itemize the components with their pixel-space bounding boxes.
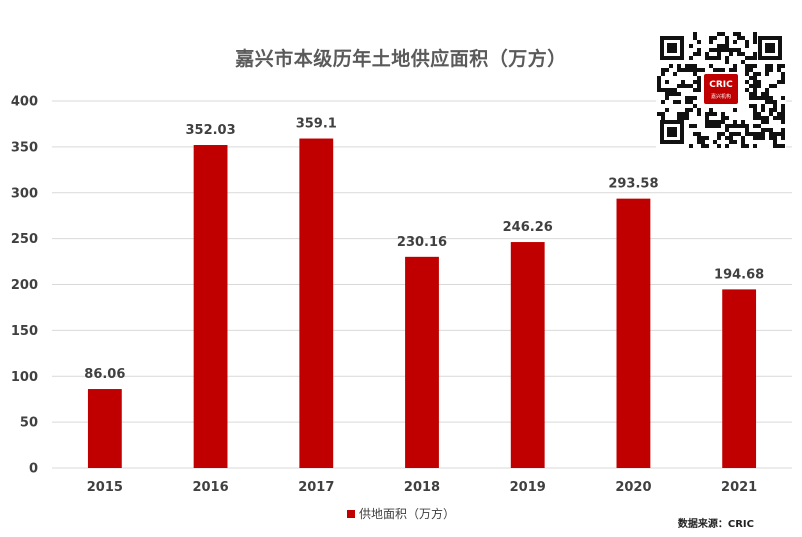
data-label: 86.06 <box>84 367 125 382</box>
data-labels: 86.06 352.03 359.1 230.16 246.26 293.58 194.68 <box>84 117 764 383</box>
x-axis-ticks: 2015 2016 2017 2018 2019 2020 2021 <box>87 480 757 495</box>
y-tick-label: 100 <box>11 370 38 385</box>
bar <box>405 256 439 468</box>
bar <box>510 242 545 468</box>
legend-label: 供地面积（万方） <box>358 507 455 521</box>
y-axis-ticks: 0 50 100 150 200 250 300 350 400 <box>11 95 38 477</box>
y-tick-label: 350 <box>11 140 38 155</box>
qr-code-icon: CRIC 嘉兴机构 <box>656 32 786 148</box>
bar <box>722 289 757 468</box>
y-tick-label: 400 <box>11 95 38 110</box>
qr-logo-subtext: 嘉兴机构 <box>711 93 731 100</box>
data-label: 359.1 <box>296 117 337 132</box>
x-tick-label: 2018 <box>404 480 440 495</box>
x-tick-label: 2019 <box>510 480 546 495</box>
bars <box>87 138 757 468</box>
legend: 供地面积（万方） <box>0 505 802 522</box>
x-tick-label: 2015 <box>87 480 123 495</box>
bar <box>193 145 228 468</box>
data-label: 293.58 <box>608 177 658 192</box>
y-tick-label: 0 <box>29 462 38 477</box>
source-note: 数据来源：CRIC <box>677 519 754 530</box>
bar <box>616 198 651 468</box>
qr-logo-badge <box>704 74 738 104</box>
y-tick-label: 200 <box>11 278 38 293</box>
bar <box>87 389 122 468</box>
y-tick-label: 150 <box>11 324 38 339</box>
y-tick-label: 50 <box>20 416 38 431</box>
x-tick-label: 2021 <box>721 480 757 495</box>
chart-title: 嘉兴市本级历年土地供应面积（万方） <box>235 48 567 70</box>
legend-swatch <box>346 510 355 518</box>
data-label: 194.68 <box>714 267 764 282</box>
x-tick-label: 2016 <box>192 480 228 495</box>
y-tick-label: 250 <box>11 232 38 247</box>
data-label: 230.16 <box>397 235 447 250</box>
data-label: 246.26 <box>503 220 553 235</box>
data-label: 352.03 <box>185 123 235 138</box>
x-tick-label: 2020 <box>615 480 651 495</box>
x-tick-label: 2017 <box>298 480 334 495</box>
qr-logo-text: CRIC <box>709 80 733 90</box>
bar <box>299 138 334 468</box>
y-tick-label: 300 <box>11 186 38 201</box>
